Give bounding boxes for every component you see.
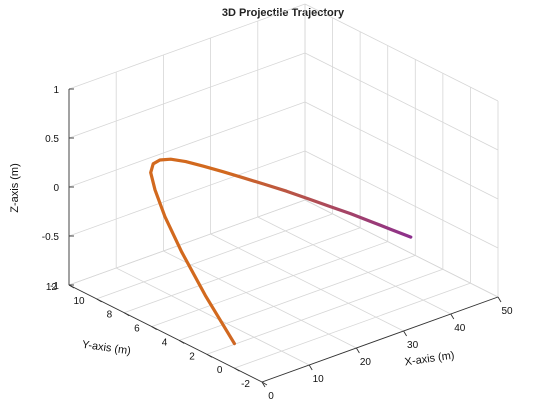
y-tick-mark (234, 367, 240, 372)
floor-grid-x (257, 216, 451, 315)
floor-grid-y (206, 268, 443, 355)
y-tick-label: 2 (189, 351, 195, 362)
y-tick-mark (179, 340, 185, 344)
x-tick-mark (403, 330, 407, 337)
series-layer (149, 157, 413, 346)
floor-grid-x (163, 250, 357, 349)
side-wall-grid-z (304, 101, 499, 200)
z-tick-label: 0.5 (45, 134, 59, 145)
x-tick-mark (450, 313, 455, 320)
floor-grid-y (234, 282, 471, 369)
z-tick-label: 0 (53, 183, 59, 194)
floor-grid-y (124, 227, 361, 314)
back-wall-grid-z (68, 150, 306, 237)
x-tick-label: 20 (360, 357, 372, 368)
back-wall-grid-z (68, 52, 306, 139)
floor-grid-y (96, 213, 333, 300)
y-tick-label: 10 (73, 296, 85, 307)
floor-grid-x (210, 233, 404, 332)
side-wall-grid-z (304, 3, 499, 102)
y-tick-mark (96, 298, 102, 303)
floor-grid-y (179, 255, 416, 341)
side-wall-grid-z (304, 52, 499, 151)
floor-grid-y (151, 241, 388, 327)
x-tick-label: 30 (407, 340, 419, 351)
y-tick-label: 0 (217, 365, 223, 376)
x-tick-label: 40 (454, 323, 466, 334)
y-tick-label: 8 (107, 310, 113, 321)
y-tick-mark (68, 284, 75, 289)
x-tick-label: 50 (501, 306, 513, 317)
side-wall-grid-z (304, 150, 499, 249)
x-axis-label: X-axis (m) (404, 350, 455, 369)
x-tick-label: 10 (313, 374, 325, 385)
y-tick-label: 12 (46, 282, 58, 293)
y-axis-label: Y-axis (m) (81, 339, 131, 358)
x-tick-mark (261, 381, 266, 388)
y-tick-label: -2 (241, 379, 250, 390)
x-tick-mark (308, 364, 313, 371)
y-tick-mark (261, 381, 268, 386)
x-axis-line (261, 296, 499, 383)
y-tick-label: 6 (134, 324, 140, 335)
z-tick-label: 1 (53, 85, 59, 96)
z-tick-label: -1 (50, 281, 59, 292)
back-wall-grid-z (68, 199, 306, 286)
z-tick-label: -0.5 (42, 232, 60, 243)
y-tick-mark (123, 312, 130, 317)
chart-title: 3D Projectile Trajectory (222, 7, 345, 19)
y-tick-mark (206, 353, 213, 358)
x-tick-label: 0 (268, 391, 274, 400)
back-wall-grid-z (68, 101, 306, 188)
axis-layer: 0 10 20 30 40 50 -2 0 2 4 6 8 10 12-1 -0.5 0 0.5 1 (42, 85, 513, 400)
x-tick-mark (497, 296, 502, 303)
y-tick-label: 4 (162, 337, 168, 348)
back-wall-grid-z (68, 3, 306, 90)
floor-grid-x (116, 267, 310, 366)
trajectory-line (149, 157, 413, 346)
y-tick-mark (151, 326, 157, 330)
x-tick-mark (356, 347, 360, 354)
side-wall-grid-z (304, 199, 499, 298)
z-axis-label: Z-axis (m) (9, 163, 21, 213)
